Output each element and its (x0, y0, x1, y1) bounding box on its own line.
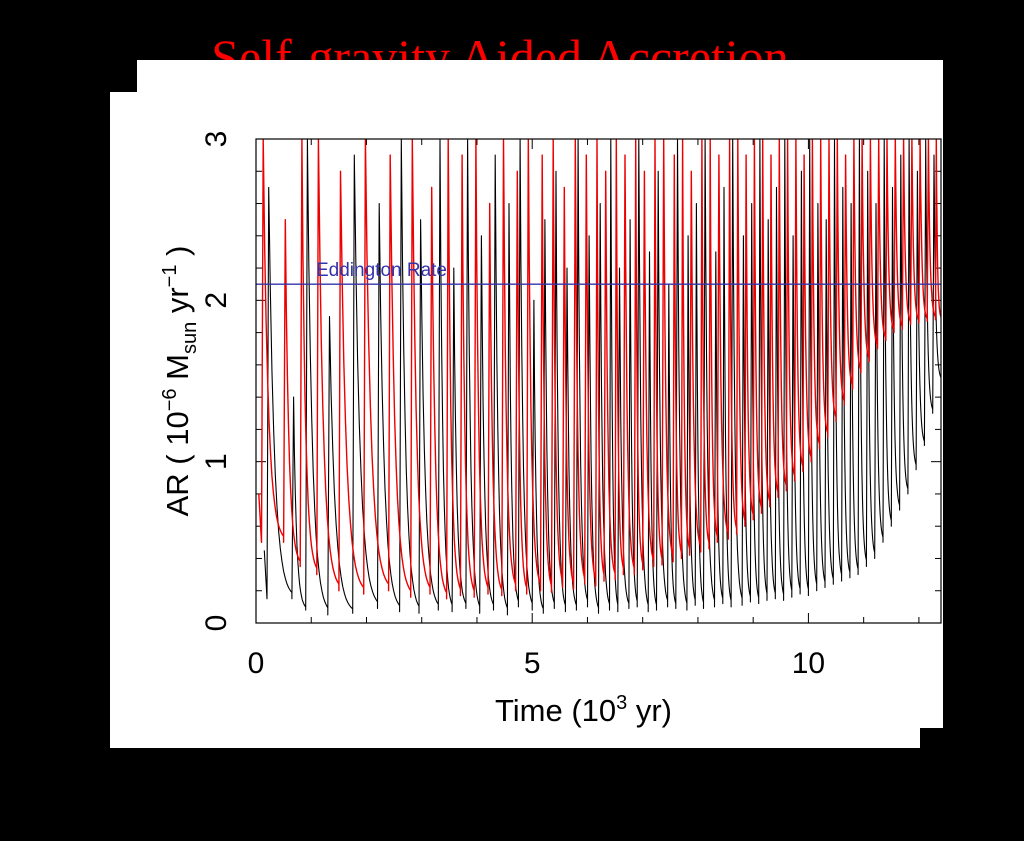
eddington-rate-label: Eddington Rate (316, 260, 447, 281)
series-red-line (258, 139, 941, 600)
y-tick-label: 0 (200, 615, 233, 632)
accretion-rate-chart: 0 5 10 0 1 2 3 Time (103 yr) AR ( 10−6 Msun yr… (159, 131, 942, 728)
y-tick-label: 3 (200, 131, 233, 148)
back-x-axis-label: Time (103 yr) (588, 800, 763, 840)
y-axis-label: AR ( 10−6 Msun yr−1 ) (159, 246, 201, 517)
y-tick-label: 1 (200, 453, 233, 470)
x-axis-label: Time (103 yr) (495, 692, 672, 728)
series-black-line (263, 139, 941, 616)
y-tick-label: 2 (200, 292, 233, 309)
series-layer (258, 139, 941, 616)
x-tick-label: 0 (248, 647, 265, 680)
chart-panel: 0 5 10 0 1 2 3 Time (103 yr) AR ( 10−6 Msun yr… (137, 60, 943, 728)
x-tick-label: 10 (792, 647, 825, 680)
x-tick-label: 5 (524, 647, 541, 680)
plot-frame (255, 138, 942, 624)
label-layer: 0 5 10 0 1 2 3 (200, 131, 825, 680)
